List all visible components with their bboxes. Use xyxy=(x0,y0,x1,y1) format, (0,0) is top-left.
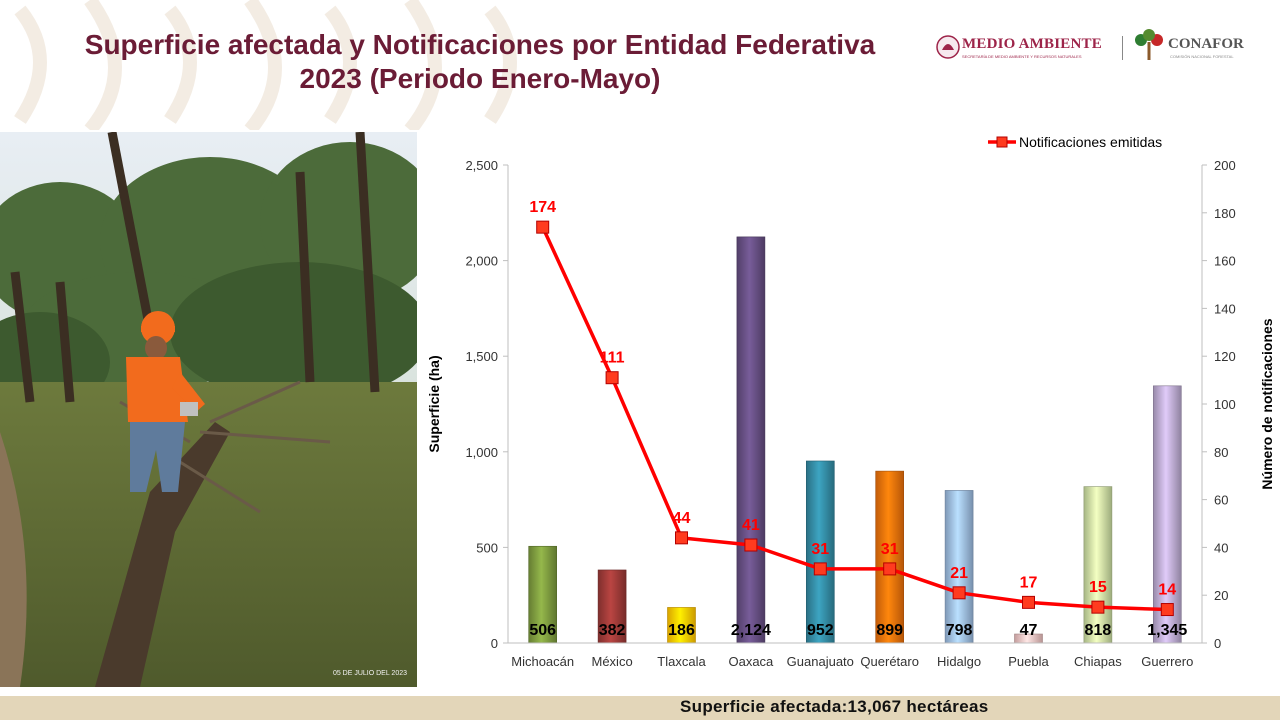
bar-data-label-0: 506 xyxy=(529,622,556,639)
conafor-logo-subtitle: COMISIÓN NACIONAL FORESTAL xyxy=(1170,54,1234,59)
bars-layer xyxy=(528,236,1182,644)
bar-data-label-1: 382 xyxy=(599,622,626,639)
y-tick-label-0: 0 xyxy=(491,636,498,651)
line-marker-4 xyxy=(813,562,827,576)
y2-tick-label-0: 0 xyxy=(1214,636,1221,651)
y2-tick-label-4: 80 xyxy=(1214,445,1228,460)
axes-layer: 0 500 1,000 1,500 2,000 2,500 0 20 40 60 80 100 120 1… xyxy=(426,158,1275,669)
bar-data-label-2: 186 xyxy=(668,622,695,639)
line-data-label-7: 17 xyxy=(1020,574,1038,591)
conafor-logo-text: CONAFOR xyxy=(1168,36,1244,52)
x-tick-label-3: Oaxaca xyxy=(728,654,774,669)
bar-data-label-5: 899 xyxy=(876,622,903,639)
logos: MEDIO AMBIENTE SECRETARÍA DE MEDIO AMBIE… xyxy=(930,26,1260,76)
y2-tick-label-6: 120 xyxy=(1214,349,1236,364)
bar-1 xyxy=(597,569,627,644)
page-title: Superficie afectada y Notificaciones por… xyxy=(84,29,876,94)
medio-ambiente-logo-subtitle: SECRETARÍA DE MEDIO AMBIENTE Y RECURSOS … xyxy=(962,54,1082,59)
bar-data-label-9: 1,345 xyxy=(1147,622,1187,639)
logo-separator xyxy=(1122,36,1123,60)
y2-tick-label-8: 160 xyxy=(1214,254,1236,269)
x-tick-label-8: Chiapas xyxy=(1074,654,1122,669)
notificaciones-line xyxy=(541,226,1168,612)
y-tick-label-4: 2,000 xyxy=(465,254,498,269)
line-data-label-6: 21 xyxy=(950,565,968,582)
bar-9 xyxy=(1152,385,1182,644)
line-data-label-0: 174 xyxy=(529,199,556,216)
bar-data-label-6: 798 xyxy=(946,622,973,639)
x-tick-label-4: Guanajuato xyxy=(787,654,854,669)
line-data-label-2: 44 xyxy=(673,510,691,527)
y2-tick-label-10: 200 xyxy=(1214,158,1236,173)
y2-tick-label-7: 140 xyxy=(1214,301,1236,316)
bar-data-label-3: 2,124 xyxy=(731,622,771,639)
line-data-label-5: 31 xyxy=(881,541,899,558)
eagle-seal-icon xyxy=(936,35,960,59)
y-tick-label-5: 2,500 xyxy=(465,158,498,173)
conafor-tree-icon xyxy=(1135,29,1163,60)
y2-tick-label-2: 40 xyxy=(1214,540,1228,555)
y-tick-label-1: 500 xyxy=(476,540,498,555)
y-axis-title: Superficie (ha) xyxy=(426,355,442,452)
line-data-label-3: 41 xyxy=(742,517,760,534)
footer-bar: Superficie afectada:13,067 hectáreas xyxy=(0,696,1280,720)
bar-5 xyxy=(875,470,905,644)
line-marker-8 xyxy=(1091,600,1105,614)
legend-label: Notificaciones emitidas xyxy=(1019,134,1162,150)
bar-0 xyxy=(528,545,557,644)
line-data-label-8: 15 xyxy=(1089,579,1107,596)
bar-6 xyxy=(944,490,974,644)
bar-data-label-4: 952 xyxy=(807,622,834,639)
line-data-label-4: 31 xyxy=(811,541,829,558)
x-tick-label-0: Michoacán xyxy=(511,654,574,669)
line-marker-0 xyxy=(536,220,550,234)
legend: Notificaciones emitidas xyxy=(988,134,1162,150)
x-tick-label-7: Puebla xyxy=(1008,654,1049,669)
x-tick-label-2: Tlaxcala xyxy=(657,654,706,669)
x-tick-label-9: Guerrero xyxy=(1141,654,1193,669)
header-background-pattern xyxy=(14,0,517,130)
bar-data-label-8: 818 xyxy=(1085,622,1112,639)
line-data-label-1: 111 xyxy=(600,350,625,367)
bar-3 xyxy=(736,236,766,644)
line-marker-5 xyxy=(883,562,897,576)
y2-tick-label-5: 100 xyxy=(1214,397,1236,412)
forest-worker-photo: 05 DE JULIO DEL 2023 xyxy=(0,132,417,687)
legend-marker-swatch xyxy=(996,136,1008,148)
chart: 0 500 1,000 1,500 2,000 2,500 0 20 40 60 80 100 120 1… xyxy=(426,134,1275,669)
bar-4 xyxy=(805,460,835,644)
total-area-summary: Superficie afectada:13,067 hectáreas xyxy=(680,697,989,716)
y-tick-label-3: 1,500 xyxy=(465,349,498,364)
line-layer xyxy=(536,220,1174,617)
line-marker-7 xyxy=(1022,595,1035,609)
y-tick-label-2: 1,000 xyxy=(465,445,498,460)
labels-layer: 174 111 44 41 31 31 21 17 15 14 506 382 186 2,124 952 8… xyxy=(529,199,1187,639)
x-tick-label-1: México xyxy=(592,654,633,669)
medio-ambiente-logo-text: MEDIO AMBIENTE xyxy=(962,36,1102,52)
y2-axis-title: Número de notificaciones xyxy=(1259,318,1275,489)
bar-8 xyxy=(1083,486,1113,644)
x-tick-label-6: Hidalgo xyxy=(937,654,981,669)
bar-data-label-7: 47 xyxy=(1020,622,1038,639)
line-data-label-9: 14 xyxy=(1158,582,1176,599)
line-marker-1 xyxy=(605,371,619,385)
y2-tick-label-9: 180 xyxy=(1214,206,1236,221)
line-marker-2 xyxy=(675,531,688,545)
photo-date-stamp: 05 DE JULIO DEL 2023 xyxy=(332,670,407,677)
line-marker-9 xyxy=(1160,603,1174,617)
y2-tick-label-1: 20 xyxy=(1214,588,1228,603)
line-marker-6 xyxy=(952,586,966,600)
y2-tick-label-3: 60 xyxy=(1214,493,1228,508)
x-tick-label-5: Querétaro xyxy=(860,654,919,669)
line-marker-3 xyxy=(744,538,758,552)
